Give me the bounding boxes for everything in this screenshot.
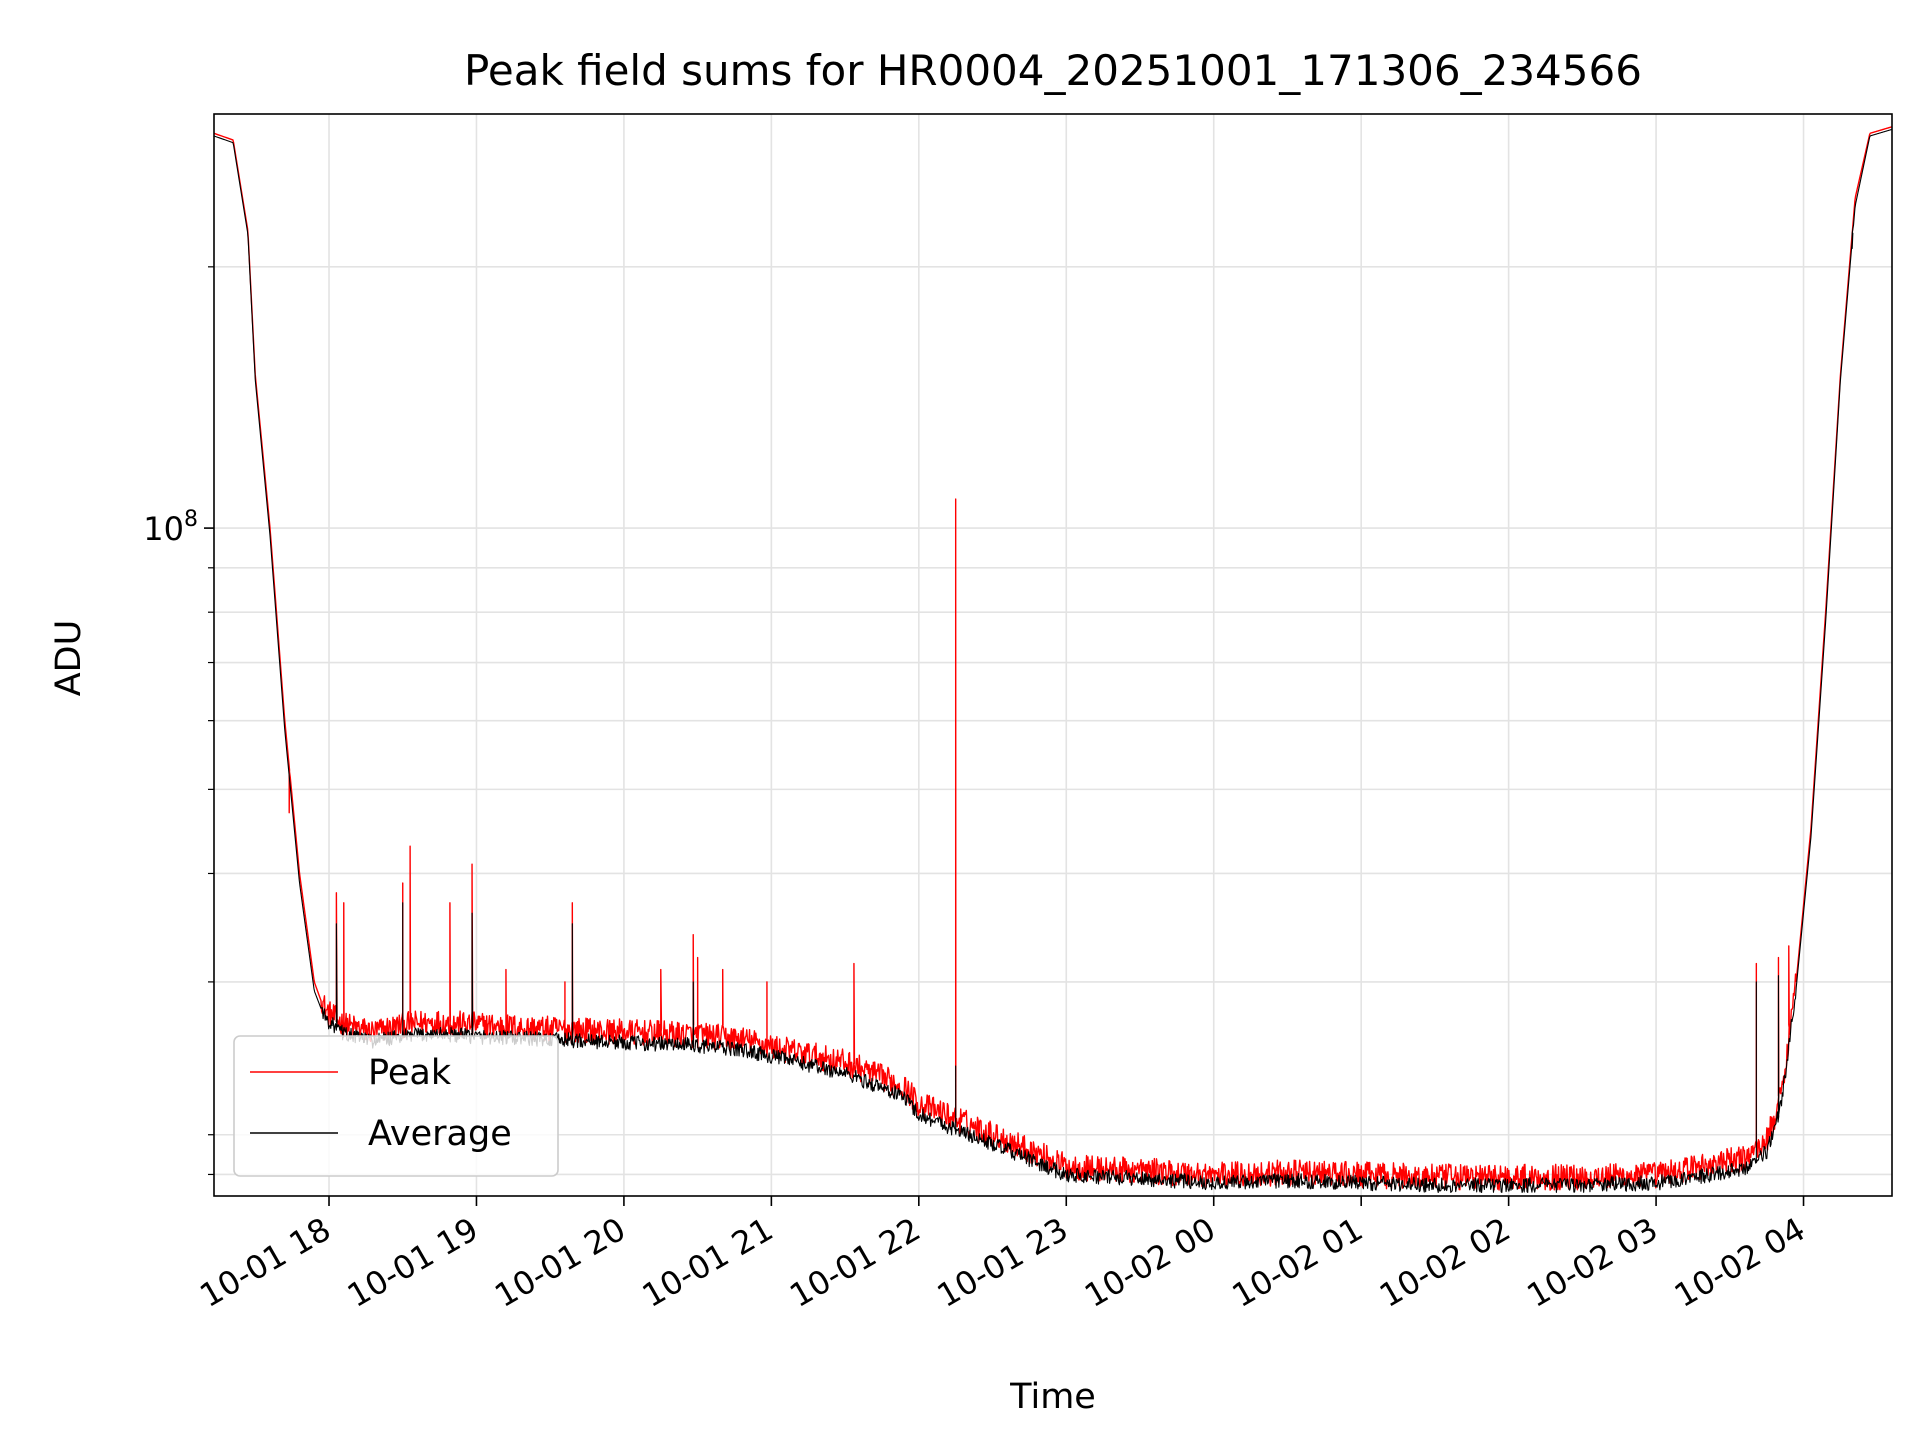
x-axis: 10-01 18 10-01 19 10-01 20 10-01 21 10-01 22… xyxy=(193,1196,1812,1315)
x-axis-label: Time xyxy=(1009,1377,1096,1417)
y-tick-label: 108 xyxy=(143,507,198,548)
plot-area xyxy=(214,126,1892,1194)
legend: Peak Average xyxy=(233,1035,559,1177)
series-line-peak xyxy=(214,126,1892,1191)
x-tick-label: 10-02 01 xyxy=(1226,1210,1370,1315)
y-axis-label: ADU xyxy=(49,620,89,697)
x-tick-label: 10-01 23 xyxy=(931,1210,1075,1315)
x-tick-label: 10-01 22 xyxy=(783,1210,927,1315)
x-tick-label: 10-01 20 xyxy=(488,1210,632,1315)
x-tick-label: 10-01 19 xyxy=(341,1210,485,1315)
x-tick-label: 10-01 21 xyxy=(636,1210,780,1315)
chart-title: Peak field sums for HR0004_20251001_1713… xyxy=(464,46,1642,95)
legend-box xyxy=(233,1035,559,1177)
y-axis: 108 xyxy=(143,266,214,1176)
x-tick-label: 10-01 18 xyxy=(193,1210,337,1315)
x-tick-label: 10-02 00 xyxy=(1078,1210,1222,1315)
legend-label-average: Average xyxy=(368,1114,512,1154)
x-tick-label: 10-02 04 xyxy=(1668,1210,1812,1315)
x-tick-label: 10-02 02 xyxy=(1373,1210,1517,1315)
series-line-average xyxy=(214,128,1892,1194)
legend-label-peak: Peak xyxy=(368,1053,452,1093)
x-tick-label: 10-02 03 xyxy=(1520,1210,1664,1315)
plot-frame xyxy=(213,113,1893,1197)
